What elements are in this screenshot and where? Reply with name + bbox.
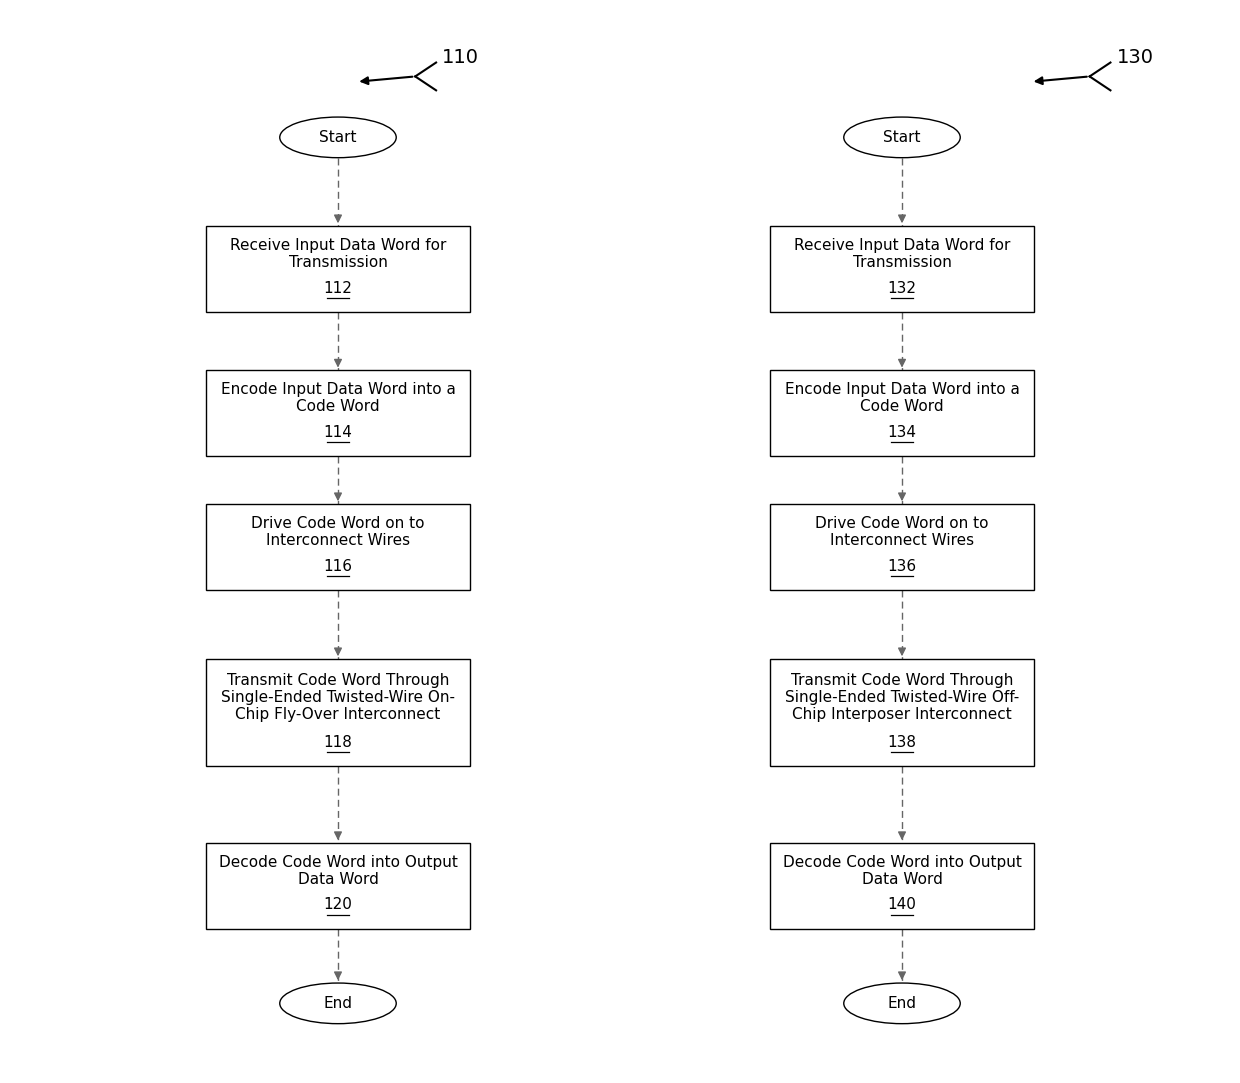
FancyBboxPatch shape [206,370,470,456]
FancyBboxPatch shape [770,660,1034,766]
Text: 138: 138 [888,735,916,751]
Text: 132: 132 [888,280,916,296]
Text: Encode Input Data Word into a
Code Word: Encode Input Data Word into a Code Word [785,382,1019,415]
FancyBboxPatch shape [770,370,1034,456]
Ellipse shape [843,117,960,158]
Text: Drive Code Word on to
Interconnect Wires: Drive Code Word on to Interconnect Wires [815,516,988,548]
Text: 114: 114 [324,425,352,440]
Text: 110: 110 [443,48,479,67]
Text: End: End [888,996,916,1010]
Text: Transmit Code Word Through
Single-Ended Twisted-Wire On-
Chip Fly-Over Interconn: Transmit Code Word Through Single-Ended … [221,673,455,722]
Text: 130: 130 [1116,48,1153,67]
Text: Transmit Code Word Through
Single-Ended Twisted-Wire Off-
Chip Interposer Interc: Transmit Code Word Through Single-Ended … [785,673,1019,722]
Ellipse shape [280,983,397,1023]
Text: Encode Input Data Word into a
Code Word: Encode Input Data Word into a Code Word [221,382,455,415]
Text: Start: Start [319,130,357,145]
FancyBboxPatch shape [206,660,470,766]
FancyBboxPatch shape [770,843,1034,928]
Ellipse shape [280,117,397,158]
Text: Receive Input Data Word for
Transmission: Receive Input Data Word for Transmission [229,237,446,270]
Text: 134: 134 [888,425,916,440]
Text: Start: Start [883,130,921,145]
Ellipse shape [843,983,960,1023]
FancyBboxPatch shape [770,226,1034,312]
Text: Receive Input Data Word for
Transmission: Receive Input Data Word for Transmission [794,237,1011,270]
Text: End: End [324,996,352,1010]
Text: 112: 112 [324,280,352,296]
Text: 118: 118 [324,735,352,751]
Text: Decode Code Word into Output
Data Word: Decode Code Word into Output Data Word [218,854,458,887]
Text: 140: 140 [888,898,916,913]
FancyBboxPatch shape [206,226,470,312]
Text: 136: 136 [888,559,916,574]
Text: 116: 116 [324,559,352,574]
Text: Decode Code Word into Output
Data Word: Decode Code Word into Output Data Word [782,854,1022,887]
FancyBboxPatch shape [206,843,470,928]
FancyBboxPatch shape [770,504,1034,589]
Text: 120: 120 [324,898,352,913]
Text: Drive Code Word on to
Interconnect Wires: Drive Code Word on to Interconnect Wires [252,516,425,548]
FancyBboxPatch shape [206,504,470,589]
